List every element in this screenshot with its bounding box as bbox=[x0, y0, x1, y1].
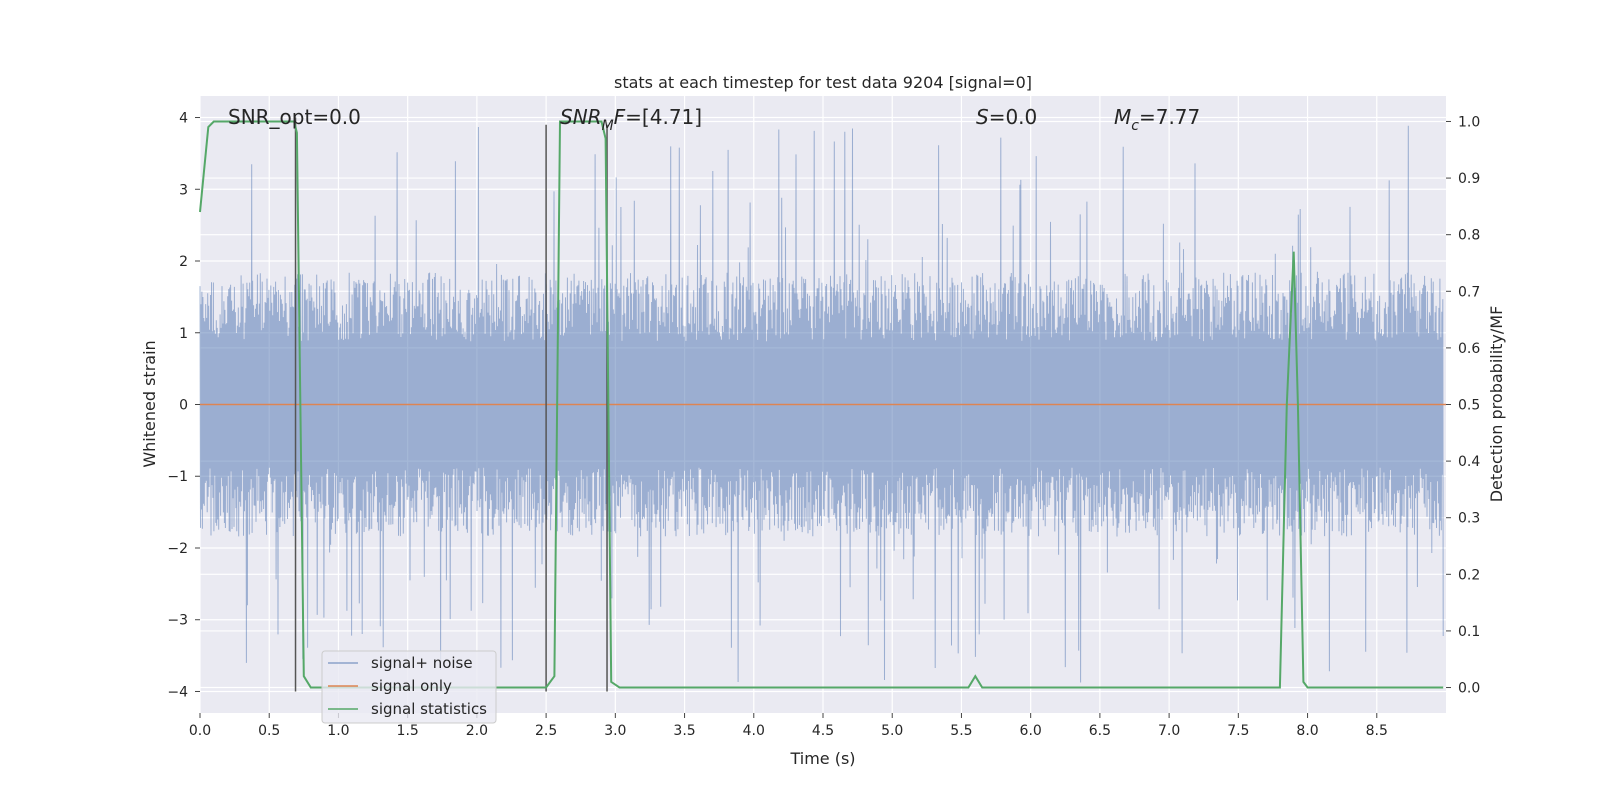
x-tick-label: 2.5 bbox=[535, 723, 557, 739]
y-tick-label-right: 0.1 bbox=[1458, 624, 1480, 640]
legend: signal+ noise signal only signal statist… bbox=[321, 650, 497, 724]
annotation-snr-opt: SNR_opt=0.0 bbox=[228, 105, 361, 129]
y-axis-label-left: Whitened strain bbox=[140, 340, 159, 467]
y-tick-label-right: 0.9 bbox=[1458, 171, 1480, 187]
y-tick-label-right: 0.0 bbox=[1458, 681, 1480, 697]
annotation-snr-mf: SNRMF=[4.71] bbox=[560, 105, 702, 134]
x-tick-label: 3.0 bbox=[604, 723, 626, 739]
y-tick-label-left: −1 bbox=[167, 469, 188, 485]
x-tick-label: 6.0 bbox=[1020, 723, 1042, 739]
y-tick-label-right: 0.6 bbox=[1458, 341, 1480, 357]
y-tick-label-right: 0.5 bbox=[1458, 398, 1480, 414]
y-axis-label-right: Detection probability/MF bbox=[1487, 306, 1506, 503]
y-tick-label-right: 0.3 bbox=[1458, 511, 1480, 527]
axis-ticks: 0.0 0.5 1.0 1.5 2.0 2.5 3.0 3.5 4.0 4.5 5.0 5.5 6.0 6… bbox=[167, 111, 1480, 739]
y-tick-label-right: 0.7 bbox=[1458, 284, 1480, 300]
x-tick-label: 5.5 bbox=[950, 723, 972, 739]
legend-label-signal-noise: signal+ noise bbox=[371, 654, 473, 672]
y-tick-label-right: 0.2 bbox=[1458, 567, 1480, 583]
chart-title: stats at each timestep for test data 920… bbox=[614, 73, 1032, 92]
x-tick-label: 3.5 bbox=[673, 723, 695, 739]
x-tick-label: 7.5 bbox=[1227, 723, 1249, 739]
series-signal-statistics bbox=[199, 120, 1444, 689]
x-tick-label: 4.5 bbox=[812, 723, 834, 739]
x-tick-label: 5.0 bbox=[881, 723, 903, 739]
x-tick-label: 6.5 bbox=[1089, 723, 1111, 739]
x-axis-label: Time (s) bbox=[789, 749, 855, 768]
x-tick-label: 1.0 bbox=[327, 723, 349, 739]
x-tick-label: 0.0 bbox=[189, 723, 211, 739]
annotation-s: S=0.0 bbox=[976, 105, 1037, 129]
y-tick-label-left: 0 bbox=[179, 398, 188, 414]
y-tick-label-left: −4 bbox=[167, 684, 188, 700]
annotation-mc: Mc=7.77 bbox=[1114, 105, 1200, 134]
x-tick-label: 8.0 bbox=[1296, 723, 1318, 739]
y-tick-label-left: 2 bbox=[179, 254, 188, 270]
y-tick-label-right: 0.4 bbox=[1458, 454, 1480, 470]
y-tick-label-right: 1.0 bbox=[1458, 114, 1480, 130]
x-tick-label: 1.5 bbox=[397, 723, 419, 739]
y-tick-label-left: 1 bbox=[179, 326, 188, 342]
y-tick-label-left: 4 bbox=[179, 111, 188, 127]
signal-statistics-line bbox=[199, 120, 1444, 689]
x-tick-label: 8.5 bbox=[1366, 723, 1388, 739]
y-tick-label-right: 0.8 bbox=[1458, 228, 1480, 244]
legend-label-signal-only: signal only bbox=[371, 677, 452, 695]
x-tick-label: 4.0 bbox=[743, 723, 765, 739]
x-tick-label: 7.0 bbox=[1158, 723, 1180, 739]
legend-box bbox=[321, 650, 497, 724]
x-tick-label: 2.0 bbox=[466, 723, 488, 739]
y-tick-label-left: −3 bbox=[167, 613, 188, 629]
y-tick-label-left: 3 bbox=[179, 182, 188, 198]
x-tick-label: 0.5 bbox=[258, 723, 280, 739]
legend-label-signal-statistics: signal statistics bbox=[371, 700, 487, 718]
y-tick-label-left: −2 bbox=[167, 541, 188, 557]
